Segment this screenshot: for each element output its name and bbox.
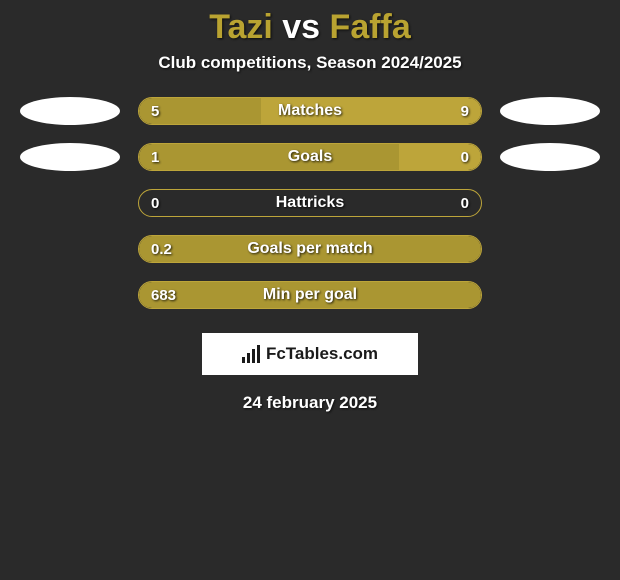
stat-bar: 10Goals xyxy=(138,143,482,171)
player2-logo-placeholder xyxy=(500,143,600,171)
player1-name: Tazi xyxy=(209,8,273,46)
stat-label: Goals xyxy=(139,144,481,170)
icon-bar xyxy=(252,349,255,363)
bar-chart-icon xyxy=(242,345,260,363)
comparison-card: Tazi vs Faffa Club competitions, Season … xyxy=(0,0,620,413)
stat-row: 683Min per goal xyxy=(0,281,620,309)
stat-bar: 683Min per goal xyxy=(138,281,482,309)
stats-list: 59Matches 10Goals 00Hattricks 0.2Goals per … xyxy=(0,97,620,309)
player2-logo-placeholder xyxy=(500,97,600,125)
stat-bar: 59Matches xyxy=(138,97,482,125)
icon-bar xyxy=(242,357,245,363)
stat-bar: 0.2Goals per match xyxy=(138,235,482,263)
brand-text: FcTables.com xyxy=(266,344,378,364)
icon-bar xyxy=(247,353,250,363)
stat-label: Matches xyxy=(139,98,481,124)
stat-bar: 00Hattricks xyxy=(138,189,482,217)
stat-row: 00Hattricks xyxy=(0,189,620,217)
date-label: 24 february 2025 xyxy=(0,393,620,413)
subtitle: Club competitions, Season 2024/2025 xyxy=(0,53,620,73)
stat-label: Goals per match xyxy=(139,236,481,262)
page-title: Tazi vs Faffa xyxy=(0,8,620,47)
stat-row: 59Matches xyxy=(0,97,620,125)
icon-bar xyxy=(257,345,260,363)
brand-badge[interactable]: FcTables.com xyxy=(202,333,418,375)
player1-logo-placeholder xyxy=(20,143,120,171)
vs-label: vs xyxy=(282,8,320,46)
stat-label: Hattricks xyxy=(139,190,481,216)
player2-name: Faffa xyxy=(330,8,411,46)
stat-row: 10Goals xyxy=(0,143,620,171)
player1-logo-placeholder xyxy=(20,97,120,125)
stat-label: Min per goal xyxy=(139,282,481,308)
stat-row: 0.2Goals per match xyxy=(0,235,620,263)
